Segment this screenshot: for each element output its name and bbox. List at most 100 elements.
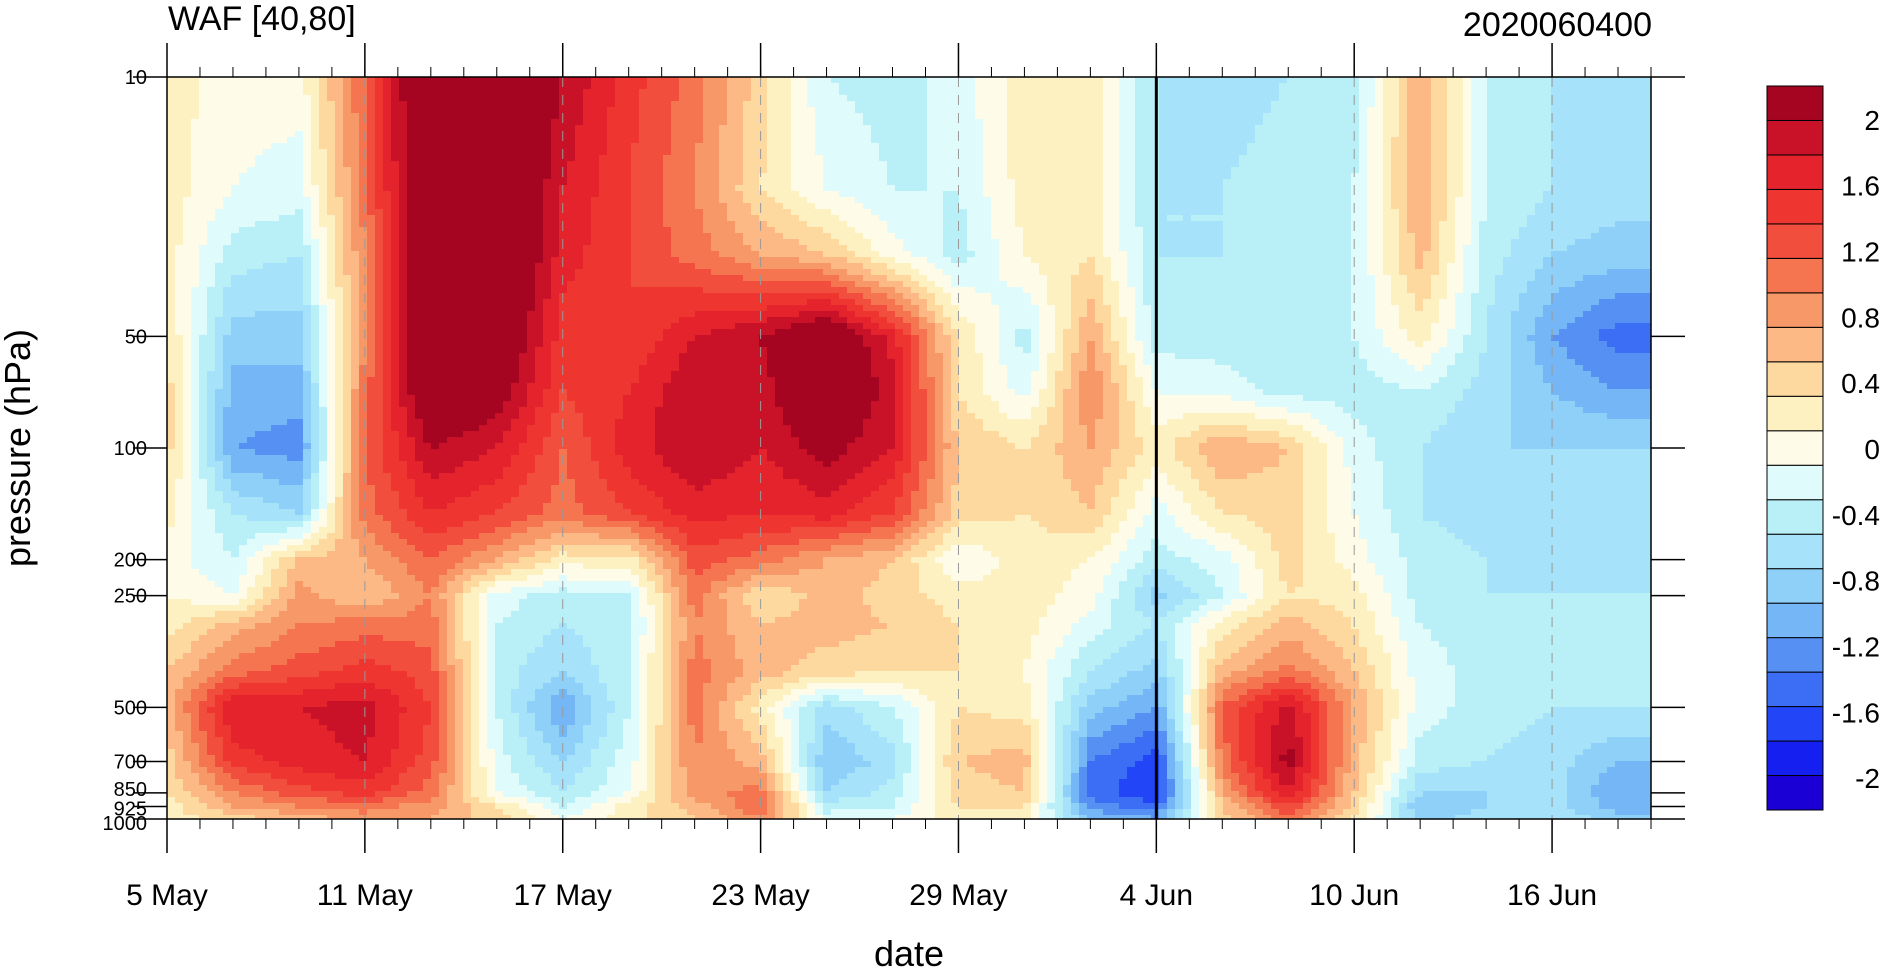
contour-cell [775,143,784,150]
contour-cell [383,155,392,162]
contour-cell [895,179,904,186]
contour-cell [1423,113,1432,120]
contour-cell [1231,125,1240,132]
contour-cell [1631,143,1640,150]
contour-cell [1351,101,1360,108]
contour-cell [807,149,816,156]
contour-cell [815,77,824,84]
contour-cell [903,179,912,186]
contour-cell [511,203,520,210]
contour-cell [1095,167,1104,174]
contour-cell [479,227,488,234]
contour-cell [927,149,936,156]
contour-cell [1631,161,1640,168]
contour-cell [383,113,392,120]
contour-cell [1295,89,1304,96]
contour-cell [1591,197,1600,204]
contour-cell [735,149,744,156]
contour-cell [839,137,848,144]
contour-cell [735,167,744,174]
contour-cell [615,215,624,222]
contour-cell [639,155,648,162]
contour-cell [999,101,1008,108]
contour-cell [895,119,904,126]
contour-cell [727,137,736,144]
contour-cell [1647,119,1651,126]
contour-cell [303,107,312,114]
contour-cell [519,167,528,174]
contour-cell [167,113,176,120]
contour-cell [1095,161,1104,168]
contour-cell [495,131,504,138]
contour-cell [1079,215,1088,222]
contour-cell [1207,83,1216,90]
contour-cell [671,227,680,234]
contour-cell [1607,77,1616,84]
contour-cell [1375,89,1384,96]
contour-cell [463,179,472,186]
contour-cell [375,125,384,132]
contour-cell [1247,185,1256,192]
contour-cell [655,119,664,126]
contour-cell [1191,95,1200,102]
contour-cell [727,113,736,120]
contour-cell [743,203,752,210]
contour-cell [327,77,336,84]
contour-cell [767,173,776,180]
contour-cell [1063,89,1072,96]
contour-cell [1095,131,1104,138]
contour-cell [1471,143,1480,150]
contour-cell [1279,113,1288,120]
contour-cell [663,101,672,108]
contour-cell [239,215,248,222]
contour-cell [391,179,400,186]
contour-cell [775,221,784,228]
contour-cell [231,191,240,198]
contour-cell [1287,227,1296,234]
contour-cell [1623,95,1632,102]
contour-cell [1319,191,1328,198]
contour-cell [271,221,280,228]
contour-cell [199,95,208,102]
contour-cell [1639,197,1648,204]
contour-cell [1087,89,1096,96]
contour-cell [783,209,792,216]
contour-cell [695,161,704,168]
contour-cell [719,173,728,180]
contour-cell [1479,131,1488,138]
contour-cell [447,191,456,198]
contour-cell [343,149,352,156]
contour-cell [903,89,912,96]
contour-cell [551,215,560,222]
contour-cell [1143,119,1152,126]
contour-cell [735,137,744,144]
contour-cell [1079,137,1088,144]
contour-cell [343,191,352,198]
contour-cell [1559,203,1568,210]
contour-cell [1335,95,1344,102]
contour-cell [1335,179,1344,186]
contour-cell [735,233,744,240]
contour-cell [1471,173,1480,180]
contour-cell [1607,227,1616,234]
contour-cell [1415,233,1424,240]
contour-cell [1255,191,1264,198]
contour-cell [703,83,712,90]
contour-cell [295,107,304,114]
contour-cell [1359,179,1368,186]
contour-cell [1511,95,1520,102]
contour-cell [687,227,696,234]
contour-cell [1183,83,1192,90]
contour-cell [279,101,288,108]
contour-cell [415,221,424,228]
contour-cell [959,191,968,198]
contour-cell [663,167,672,174]
contour-cell [311,197,320,204]
contour-cell [1215,215,1224,222]
contour-cell [959,77,968,84]
contour-cell [1263,113,1272,120]
contour-cell [711,191,720,198]
contour-cell [591,185,600,192]
contour-cell [1367,125,1376,132]
contour-cell [623,137,632,144]
